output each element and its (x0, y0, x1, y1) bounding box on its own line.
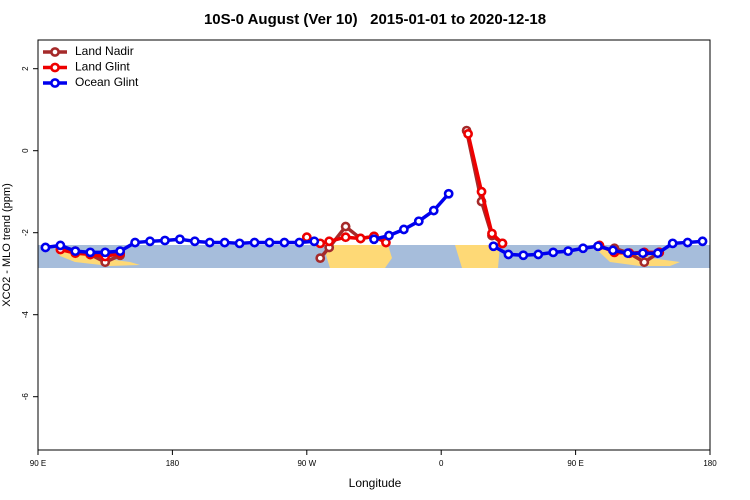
data-point (578, 243, 588, 254)
data-point (622, 248, 633, 259)
data-point (85, 247, 96, 258)
data-point (70, 246, 81, 257)
data-point (309, 236, 320, 247)
plot-frame (37, 39, 711, 451)
data-point (398, 224, 409, 235)
data-point (637, 248, 648, 259)
land-shape (455, 245, 500, 268)
data-point (682, 237, 693, 248)
legend-label: Land Glint (75, 60, 130, 74)
chart-title: 10S-0 August (Ver 10) 2015-01-01 to 2020… (204, 11, 546, 28)
data-point (487, 228, 497, 239)
data-point (130, 237, 140, 248)
data-point (384, 230, 394, 241)
data-point (189, 236, 200, 247)
data-point (413, 216, 424, 227)
data-point (40, 242, 51, 253)
data-point (301, 232, 312, 243)
x-tick-label: 180 (703, 459, 717, 468)
data-point (100, 247, 111, 258)
y-axis-label: XCO2 - MLO trend (ppm) (1, 183, 13, 306)
data-point (563, 246, 574, 257)
data-point (115, 246, 126, 257)
data-point (548, 247, 559, 258)
data-point (428, 205, 439, 216)
x-axis-label: Longitude (349, 476, 402, 490)
land-shape (326, 245, 392, 268)
data-point (518, 250, 529, 261)
data-point (593, 241, 603, 252)
x-tick-label: 180 (166, 459, 180, 468)
data-point (340, 232, 351, 243)
data-point (264, 237, 275, 248)
data-point (249, 237, 260, 248)
data-point (503, 249, 514, 260)
x-tick-label: 0 (439, 459, 444, 468)
y-tick-label: -2 (21, 229, 30, 237)
legend-marker (50, 78, 60, 88)
data-point (279, 237, 290, 248)
legend-marker (50, 47, 60, 57)
data-point (294, 237, 305, 248)
data-point (652, 248, 663, 259)
data-point (204, 237, 215, 248)
y-tick-label: 2 (21, 66, 30, 71)
data-point (234, 238, 245, 249)
data-point (324, 236, 335, 247)
data-point (443, 188, 454, 199)
data-point (639, 257, 650, 268)
data-point (463, 128, 473, 139)
data-point (355, 233, 366, 244)
data-point (667, 238, 678, 249)
data-point (340, 221, 351, 232)
x-tick-label: 90 E (567, 459, 583, 468)
data-point (697, 236, 708, 247)
data-point (608, 245, 618, 256)
y-tick-label: -6 (21, 393, 30, 401)
data-point (174, 234, 185, 245)
y-tick-label: 0 (21, 148, 30, 153)
data-point (497, 238, 508, 249)
legend-label: Ocean Glint (75, 75, 139, 89)
legend-label: Land Nadir (75, 44, 134, 58)
data-point (476, 186, 487, 197)
data-point (315, 253, 326, 264)
data-point (533, 249, 544, 260)
legend-marker (50, 62, 60, 73)
data-point (55, 240, 66, 251)
y-tick-label: -4 (21, 311, 30, 319)
x-tick-label: 90 W (297, 459, 316, 468)
data-point (369, 234, 379, 245)
data-point (219, 237, 230, 248)
data-point (160, 235, 170, 246)
data-point (488, 241, 499, 252)
data-point (145, 236, 155, 247)
x-tick-label: 90 E (30, 459, 46, 468)
